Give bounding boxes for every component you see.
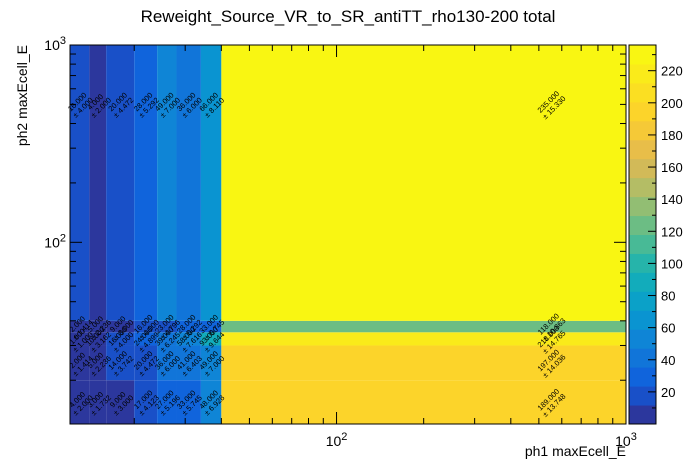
heatmap-cell <box>70 345 90 381</box>
heatmap-cell <box>157 320 177 333</box>
colorbar-band <box>629 329 656 349</box>
heatmap-cell <box>176 45 201 321</box>
y-axis-label: ph2 maxEcell_E <box>14 45 30 146</box>
x-tick-label: 103 <box>615 431 637 449</box>
x-axis: 102 103 <box>133 45 637 449</box>
colorbar-band <box>629 215 656 235</box>
y-axis: 102 103 <box>44 35 626 381</box>
heatmap-cell <box>200 345 222 381</box>
colorbar-tick-label: 140 <box>661 192 683 207</box>
colorbar: 20 40 60 80 100 120 140 160 180 200 220 <box>628 44 683 425</box>
heatmap-cell <box>106 345 135 381</box>
heatmap-cells <box>70 45 626 424</box>
heatmap-cell <box>89 332 107 346</box>
heatmap-cell <box>134 320 158 333</box>
colorbar-tick-label: 220 <box>661 64 683 79</box>
heatmap-cell <box>70 380 90 424</box>
colorbar-band <box>629 310 656 330</box>
heatmap-cell <box>157 380 177 424</box>
y-tick-label: 103 <box>44 35 66 53</box>
heatmap-cell <box>221 332 626 346</box>
x-tick-label: 102 <box>326 431 348 449</box>
colorbar-band <box>629 386 656 406</box>
chart-title: Reweight_Source_VR_to_SR_antiTT_rho130-2… <box>141 7 556 26</box>
colorbar-band <box>629 291 656 311</box>
heatmap-cell <box>89 45 107 321</box>
heatmap-cell <box>157 332 177 346</box>
heatmap-cell <box>134 345 158 381</box>
colorbar-band <box>629 253 656 273</box>
heatmap-cell <box>134 332 158 346</box>
heatmap-cell <box>106 380 135 424</box>
heatmap-cell <box>106 45 135 321</box>
colorbar-band <box>629 101 656 122</box>
heatmap-cell <box>221 320 626 333</box>
colorbar-band <box>629 405 656 425</box>
heatmap-cell <box>134 380 158 424</box>
colorbar-band <box>629 367 656 387</box>
heatmap-cell <box>89 320 107 333</box>
heatmap-cell <box>176 380 201 424</box>
colorbar-band <box>629 139 656 160</box>
heatmap-cell <box>176 345 201 381</box>
colorbar-tick-label: 60 <box>661 321 675 336</box>
colorbar-tick-label: 200 <box>661 96 683 111</box>
heatmap-cell <box>221 345 626 381</box>
heatmap-cell <box>221 380 626 424</box>
heatmap-cell <box>89 345 107 381</box>
heatmap-cell <box>200 45 222 321</box>
heatmap-cell <box>176 332 201 346</box>
heatmap-cell <box>157 345 177 381</box>
colorbar-frame <box>628 44 657 425</box>
colorbar-tick-label: 80 <box>661 289 675 304</box>
colorbar-band <box>629 177 656 198</box>
heatmap-cell <box>200 320 222 333</box>
colorbar-tick-label: 40 <box>661 353 675 368</box>
colorbar-band <box>629 158 656 179</box>
colorbar-tick-label: 20 <box>661 385 675 400</box>
heatmap-cell <box>157 45 177 321</box>
heatmap-cell <box>70 332 90 346</box>
colorbar-band <box>629 120 656 141</box>
colorbar-band <box>629 196 656 217</box>
colorbar-tick-label: 160 <box>661 160 683 175</box>
x-axis-label: ph1 maxEcell_E <box>525 443 626 459</box>
colorbar-band <box>629 45 656 65</box>
colorbar-tick-label: 180 <box>661 128 683 143</box>
heatmap-cell <box>106 332 135 346</box>
heatmap-cell <box>134 45 158 321</box>
heatmap-cell <box>221 45 626 321</box>
colorbar-band <box>629 272 656 292</box>
heatmap-cell <box>70 45 90 321</box>
heatmap-cell <box>176 320 201 333</box>
plot-frame <box>69 44 627 425</box>
colorbar-band <box>629 63 656 84</box>
heatmap-cell <box>70 320 90 333</box>
heatmap-cell <box>200 332 222 346</box>
heatmap-cell <box>89 380 107 424</box>
colorbar-band <box>629 348 656 368</box>
heatmap-cell <box>200 380 222 424</box>
colorbar-band <box>629 234 656 254</box>
y-tick-label: 102 <box>44 232 66 250</box>
heatmap-cell <box>106 320 135 333</box>
colorbar-tick-label: 120 <box>661 224 683 239</box>
colorbar-band <box>629 82 656 103</box>
colorbar-tick-label: 100 <box>661 256 683 271</box>
